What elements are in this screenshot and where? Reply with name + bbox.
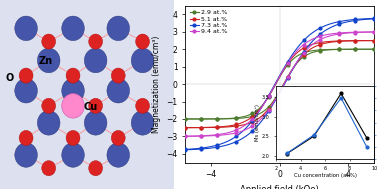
9.4 at.% xyxy=(183,135,187,137)
Circle shape xyxy=(19,130,33,146)
Circle shape xyxy=(84,48,107,73)
9.4 at.% xyxy=(250,118,255,120)
5.1 at.% xyxy=(234,123,239,126)
Circle shape xyxy=(42,34,56,49)
5.1 at.% xyxy=(183,126,187,129)
2.9 at.% xyxy=(337,48,341,50)
9.4 at.% xyxy=(215,133,220,136)
Circle shape xyxy=(62,16,84,41)
2.9 at.% xyxy=(215,118,220,120)
Line: 2.9 at.%: 2.9 at.% xyxy=(184,48,376,120)
Circle shape xyxy=(89,34,102,49)
5.1 at.% xyxy=(199,126,203,129)
Line: 9.4 at.%: 9.4 at.% xyxy=(184,31,376,138)
Circle shape xyxy=(111,130,125,146)
X-axis label: Applied field (kOe): Applied field (kOe) xyxy=(240,185,319,189)
Circle shape xyxy=(107,16,130,41)
Circle shape xyxy=(89,98,102,113)
7.3 at.% xyxy=(318,27,322,29)
7.3 at.% xyxy=(337,21,341,23)
9.4 at.% xyxy=(337,32,341,34)
5.1 at.% xyxy=(318,41,322,44)
Circle shape xyxy=(136,98,150,113)
Line: 5.1 at.%: 5.1 at.% xyxy=(184,39,376,129)
5.1 at.% xyxy=(266,95,271,98)
Text: Zn: Zn xyxy=(38,56,53,66)
Circle shape xyxy=(84,111,107,135)
9.4 at.% xyxy=(372,31,376,33)
5.1 at.% xyxy=(302,47,306,49)
2.9 at.% xyxy=(302,52,306,54)
Circle shape xyxy=(42,98,56,113)
7.3 at.% xyxy=(302,39,306,42)
5.1 at.% xyxy=(250,115,255,118)
2.9 at.% xyxy=(285,64,290,66)
Circle shape xyxy=(111,68,125,83)
2.9 at.% xyxy=(372,48,376,50)
2.9 at.% xyxy=(318,49,322,51)
2.9 at.% xyxy=(199,118,203,120)
Circle shape xyxy=(66,68,80,83)
2.9 at.% xyxy=(250,112,255,115)
Text: Cu: Cu xyxy=(84,102,98,112)
Circle shape xyxy=(37,48,60,73)
5.1 at.% xyxy=(337,40,341,42)
7.3 at.% xyxy=(234,135,239,137)
9.4 at.% xyxy=(266,95,271,98)
Legend: 2.9 at.%, 5.1 at.%, 7.3 at.%, 9.4 at.%: 2.9 at.%, 5.1 at.%, 7.3 at.%, 9.4 at.% xyxy=(188,9,228,36)
2.9 at.% xyxy=(183,118,187,120)
Circle shape xyxy=(62,143,84,167)
Circle shape xyxy=(107,78,130,103)
5.1 at.% xyxy=(372,40,376,42)
9.4 at.% xyxy=(318,35,322,37)
Circle shape xyxy=(62,94,84,118)
7.3 at.% xyxy=(372,17,376,19)
2.9 at.% xyxy=(234,117,239,119)
Circle shape xyxy=(37,111,60,135)
Circle shape xyxy=(107,143,130,167)
9.4 at.% xyxy=(234,129,239,131)
9.4 at.% xyxy=(353,31,357,33)
Circle shape xyxy=(136,34,150,49)
Circle shape xyxy=(131,48,154,73)
7.3 at.% xyxy=(183,148,187,151)
9.4 at.% xyxy=(302,43,306,46)
Circle shape xyxy=(15,143,37,167)
Circle shape xyxy=(15,78,37,103)
9.4 at.% xyxy=(199,135,203,137)
Y-axis label: Magnetization (emu/cm³): Magnetization (emu/cm³) xyxy=(152,35,161,133)
9.4 at.% xyxy=(285,62,290,64)
7.3 at.% xyxy=(215,144,220,146)
FancyBboxPatch shape xyxy=(0,0,174,189)
Line: 7.3 at.%: 7.3 at.% xyxy=(184,17,376,151)
5.1 at.% xyxy=(215,126,220,128)
Circle shape xyxy=(19,68,33,83)
7.3 at.% xyxy=(199,147,203,149)
Circle shape xyxy=(131,111,154,135)
7.3 at.% xyxy=(250,119,255,122)
Circle shape xyxy=(66,130,80,146)
Circle shape xyxy=(62,78,84,103)
2.9 at.% xyxy=(353,48,357,50)
7.3 at.% xyxy=(285,61,290,63)
5.1 at.% xyxy=(353,40,357,42)
Circle shape xyxy=(15,16,37,41)
2.9 at.% xyxy=(266,96,271,98)
7.3 at.% xyxy=(353,18,357,21)
Circle shape xyxy=(42,161,56,176)
Text: O: O xyxy=(5,73,14,83)
7.3 at.% xyxy=(266,95,271,97)
Circle shape xyxy=(89,161,102,176)
5.1 at.% xyxy=(285,62,290,65)
